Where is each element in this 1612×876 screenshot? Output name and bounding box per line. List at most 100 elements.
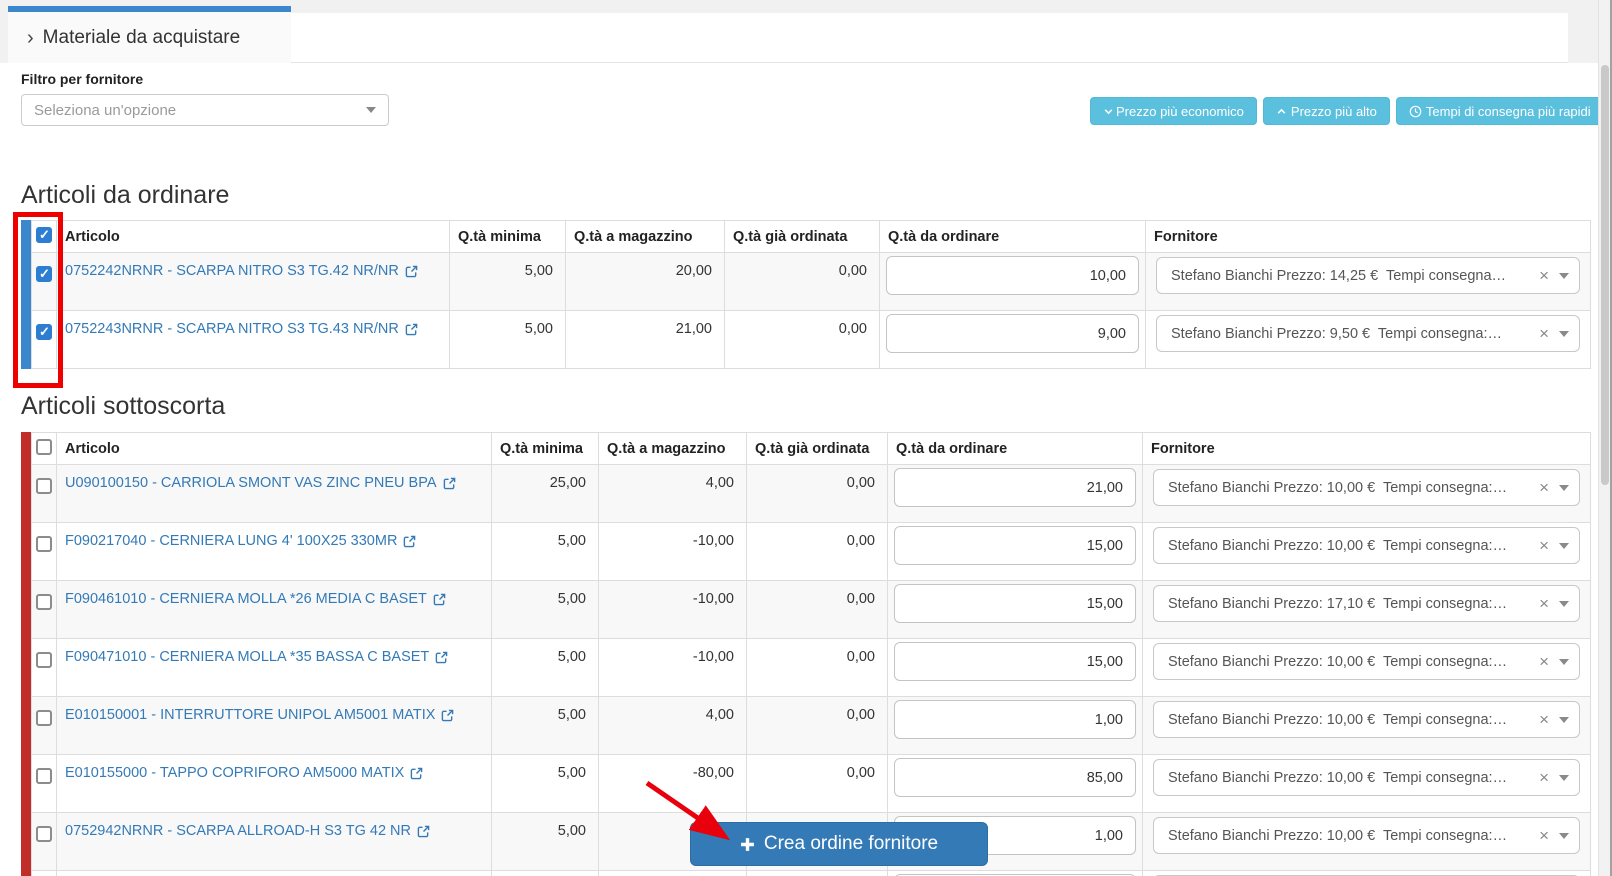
row-checkbox[interactable] xyxy=(36,652,52,668)
article-link[interactable]: E010155000 - TAPPO COPRIFORO AM5000 MATI… xyxy=(65,765,423,781)
article-link[interactable]: F090217040 - CERNIERA LUNG 4' 100X25 330… xyxy=(65,533,416,549)
article-link[interactable]: 0752242NRNR - SCARPA NITRO S3 TG.42 NR/N… xyxy=(65,263,418,279)
clear-icon[interactable]: × xyxy=(1539,826,1549,845)
row-checkbox[interactable] xyxy=(36,266,52,282)
article-link[interactable]: U090100150 - CARRIOLA SMONT VAS ZINC PNE… xyxy=(65,475,456,491)
fornitore-select[interactable]: Stefano Bianchi Prezzo: 9,50 € Tempi con… xyxy=(1156,315,1580,352)
tempi-consegna-rapidi-button[interactable]: Tempi di consegna più rapidi xyxy=(1395,97,1604,125)
fornitore-select[interactable]: Stefano Bianchi Prezzo: 10,00 € Tempi co… xyxy=(1153,469,1580,506)
qta-minima-value: 5,00 xyxy=(491,812,599,871)
chevron-down-icon xyxy=(1559,600,1569,607)
qta-magazzino-value: 4,00 xyxy=(598,464,747,523)
qta-da-ordinare-input[interactable] xyxy=(894,584,1136,623)
row-checkbox[interactable] xyxy=(36,536,52,552)
chevron-down-icon xyxy=(1559,272,1569,279)
articoli-da-ordinare-title: Articoli da ordinare xyxy=(21,181,230,209)
row-checkbox[interactable] xyxy=(36,710,52,726)
filter-placeholder: Seleziona un'opzione xyxy=(34,101,177,119)
clear-icon[interactable]: × xyxy=(1539,478,1549,497)
col-qta-minima: Q.tà minima xyxy=(491,432,599,465)
row-checkbox[interactable] xyxy=(36,826,52,842)
articoli-sottoscorta-title: Articoli sottoscorta xyxy=(21,392,226,420)
table-row: F090471010 - CERNIERA MOLLA *35 BASSA C … xyxy=(31,638,1591,697)
clock-icon xyxy=(1409,105,1422,118)
article-link[interactable]: F090471010 - CERNIERA MOLLA *35 BASSA C … xyxy=(65,649,448,665)
col-qta-magazzino: Q.tà a magazzino xyxy=(565,220,725,253)
fornitore-select[interactable]: Stefano Bianchi Prezzo: 10,00 € Tempi co… xyxy=(1153,643,1580,680)
qta-da-ordinare-input[interactable] xyxy=(886,256,1139,295)
qta-da-ordinare-input[interactable] xyxy=(894,758,1136,797)
plus-icon xyxy=(740,837,754,851)
external-link-icon xyxy=(435,651,448,663)
articoli-da-ordinare-table: Articolo Q.tà minima Q.tà a magazzino Q.… xyxy=(21,220,1591,369)
qta-da-ordinare-input[interactable] xyxy=(894,642,1136,681)
qta-da-ordinare-input[interactable] xyxy=(894,700,1136,739)
clear-icon[interactable]: × xyxy=(1539,768,1549,787)
fornitore-select[interactable]: Stefano Bianchi Prezzo: 14,25 € Tempi co… xyxy=(1156,257,1580,294)
fornitore-select[interactable]: Stefano Bianchi Prezzo: 17,10 € Tempi co… xyxy=(1153,585,1580,622)
tab-materiale-da-acquistare[interactable]: › Materiale da acquistare xyxy=(8,6,291,63)
clear-icon[interactable]: × xyxy=(1539,710,1549,729)
clear-icon[interactable]: × xyxy=(1539,324,1549,343)
prezzo-piu-economico-button[interactable]: Prezzo più economico xyxy=(1090,97,1257,125)
article-link[interactable]: 0752942NRNR - SCARPA ALLROAD-H S3 TG 42 … xyxy=(65,823,430,839)
clear-icon[interactable]: × xyxy=(1539,652,1549,671)
article-link[interactable]: E010150001 - INTERRUTTORE UNIPOL AM5001 … xyxy=(65,707,454,723)
sort-buttons: Prezzo più economico Prezzo più alto Tem… xyxy=(1090,97,1604,125)
col-qta-da-ordinare: Q.tà da ordinare xyxy=(879,220,1146,253)
chevron-down-icon xyxy=(1559,832,1569,839)
qta-minima-value: 5,00 xyxy=(491,522,599,581)
tab-strip-rest xyxy=(291,13,1568,63)
fornitore-select[interactable]: Stefano Bianchi Prezzo: 10,00 € Tempi co… xyxy=(1153,527,1580,564)
table-row: U090100150 - CARRIOLA SMONT VAS ZINC PNE… xyxy=(31,464,1591,523)
clear-icon[interactable]: × xyxy=(1539,594,1549,613)
chevron-right-icon: › xyxy=(27,26,34,49)
external-link-icon xyxy=(410,767,423,779)
clear-icon[interactable]: × xyxy=(1539,536,1549,555)
select-all-checkbox[interactable] xyxy=(36,438,52,455)
col-qta-ordinata: Q.tà già ordinata xyxy=(746,432,888,465)
qta-minima-value: 25,00 xyxy=(491,464,599,523)
chevron-down-icon xyxy=(1559,330,1569,337)
qta-da-ordinare-input[interactable] xyxy=(894,526,1136,565)
qta-magazzino-value: 21,00 xyxy=(565,310,725,369)
external-link-icon xyxy=(417,825,430,837)
fornitore-filter-select[interactable]: Seleziona un'opzione xyxy=(21,94,389,126)
qta-ordinata-value: 0,00 xyxy=(746,580,888,639)
col-fornitore: Fornitore xyxy=(1142,432,1591,465)
article-link[interactable]: 0752243NRNR - SCARPA NITRO S3 TG.43 NR/N… xyxy=(65,321,418,337)
qta-da-ordinare-input[interactable] xyxy=(886,314,1139,353)
chevron-down-icon xyxy=(1559,716,1569,723)
row-checkbox[interactable] xyxy=(36,594,52,610)
external-link-icon xyxy=(405,265,418,277)
col-qta-ordinata: Q.tà già ordinata xyxy=(724,220,880,253)
chevron-down-icon xyxy=(366,107,376,113)
tab-bar: › Materiale da acquistare xyxy=(0,0,1612,63)
vertical-scrollbar[interactable] xyxy=(1598,0,1612,876)
fornitore-select[interactable]: Stefano Bianchi Prezzo: 10,00 € Tempi co… xyxy=(1153,817,1580,854)
row-checkbox[interactable] xyxy=(36,324,52,340)
scrollbar-thumb[interactable] xyxy=(1601,65,1609,485)
fornitore-select[interactable]: Stefano Bianchi Prezzo: 10,00 € Tempi co… xyxy=(1153,759,1580,796)
qta-ordinata-value: 0,00 xyxy=(746,522,888,581)
qta-magazzino-value: -10,00 xyxy=(598,580,747,639)
row-checkbox[interactable] xyxy=(36,478,52,494)
tab-title: Materiale da acquistare xyxy=(42,26,241,48)
fornitore-select[interactable]: Stefano Bianchi Prezzo: 10,00 € Tempi co… xyxy=(1153,701,1580,738)
article-link[interactable]: F090461010 - CERNIERA MOLLA *26 MEDIA C … xyxy=(65,591,446,607)
table-header-row: Articolo Q.tà minima Q.tà a magazzino Q.… xyxy=(31,220,1591,253)
row-checkbox[interactable] xyxy=(36,768,52,784)
crea-ordine-fornitore-button[interactable]: Crea ordine fornitore xyxy=(690,822,988,866)
clear-icon[interactable]: × xyxy=(1539,266,1549,285)
qta-minima-value: 5,00 xyxy=(449,310,566,369)
table-header-row: Articolo Q.tà minima Q.tà a magazzino Q.… xyxy=(31,432,1591,465)
external-link-icon xyxy=(443,477,455,489)
select-all-checkbox[interactable] xyxy=(36,226,52,243)
table-row-partial xyxy=(31,870,1591,876)
chevron-down-icon xyxy=(1559,774,1569,781)
prezzo-piu-alto-button[interactable]: Prezzo più alto xyxy=(1262,97,1390,125)
external-link-icon xyxy=(404,535,416,547)
qta-ordinata-value: 0,00 xyxy=(746,696,888,755)
qta-minima-value: 5,00 xyxy=(491,696,599,755)
qta-da-ordinare-input[interactable] xyxy=(894,468,1136,507)
